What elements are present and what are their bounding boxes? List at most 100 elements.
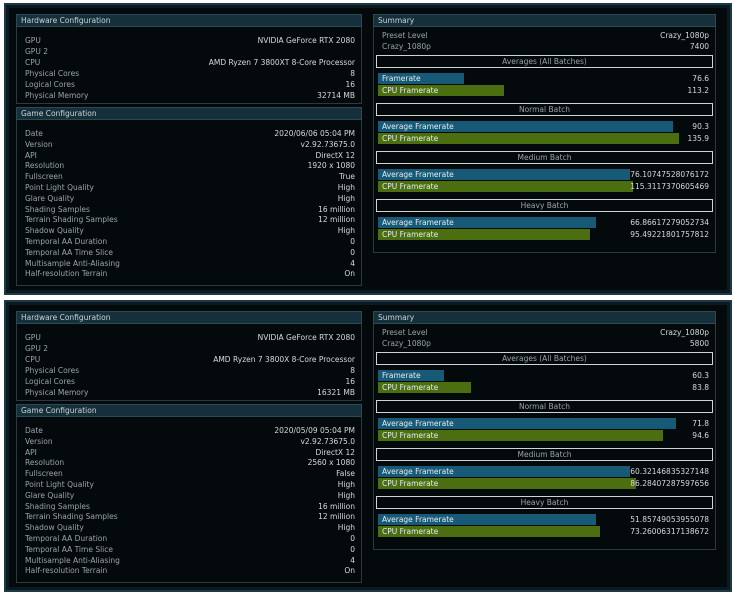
benchmark-screen-1: Hardware Configuration GPU NVIDIA GeForce … (4, 3, 732, 295)
row-value: High (337, 523, 355, 533)
bar-label: CPU Framerate (382, 134, 439, 143)
row-value: NVIDIA GeForce RTX 2080 (257, 333, 355, 342)
framerate-bar: Average Framerate 71.8 (378, 418, 709, 429)
row-label: Shadow Quality (25, 523, 84, 533)
bar-label: CPU Framerate (382, 431, 439, 440)
bar-value: 113.2 (687, 86, 709, 95)
game-row: Version v2.92.73675.0 (25, 139, 355, 150)
row-value: On (344, 269, 355, 279)
row-value: 32714 MB (317, 91, 355, 100)
bar-label: Average Framerate (382, 170, 454, 179)
row-label: Version (25, 139, 53, 149)
row-label: Point Light Quality (25, 480, 94, 489)
bar-value: 71.8 (692, 419, 709, 428)
row-value: 16 (345, 80, 355, 89)
bar-fill (378, 133, 680, 144)
bar-fill (378, 526, 600, 537)
bar-label: Average Framerate (382, 218, 454, 227)
bar-value: 60.32146835327148 (630, 467, 709, 476)
row-value: 2020/05/09 05:04 PM (274, 426, 355, 435)
game-row: Temporal AA Duration 0 (25, 533, 355, 544)
bar-label: CPU Framerate (382, 86, 439, 95)
cpu-framerate-bar: CPU Framerate 73.26006317138672 (378, 526, 709, 537)
game-row: Fullscreen True (25, 171, 355, 182)
bar-fill (378, 217, 597, 228)
row-value: v2.92.73675.0 (300, 436, 355, 446)
bar-label: CPU Framerate (382, 383, 439, 392)
game-row: Half-resolution Terrain On (25, 268, 355, 279)
bar-value: 60.3 (692, 371, 709, 380)
hardware-config-header: Hardware Configuration (16, 14, 362, 27)
game-row: Fullscreen False (25, 468, 355, 479)
framerate-bar: Average Framerate 76.10747528076172 (378, 169, 709, 180)
hardware-row: GPU NVIDIA GeForce RTX 2080 (25, 35, 355, 46)
section-header: Normal Batch (376, 400, 713, 413)
row-label: Terrain Shading Samples (25, 512, 118, 522)
bar-label: Average Framerate (382, 467, 454, 476)
row-value: High (337, 183, 355, 192)
summary-box: Preset Level Crazy_1080p Crazy_1080p 7400 Av… (373, 27, 716, 253)
row-label: Logical Cores (25, 80, 75, 89)
game-row: Temporal AA Duration 0 (25, 236, 355, 247)
row-label: Point Light Quality (25, 183, 94, 192)
game-config-box: Date 2020/06/06 05:04 PM Version v2.92.7367… (16, 120, 362, 286)
bar-value: 94.6 (692, 431, 709, 440)
row-value: 12 million (318, 512, 355, 522)
row-value: High (337, 193, 355, 203)
row-label: Glare Quality (25, 193, 75, 203)
score-label: Crazy_1080p (382, 42, 431, 51)
row-label: Fullscreen (25, 469, 63, 479)
summary-box: Preset Level Crazy_1080p Crazy_1080p 5800 Av… (373, 324, 716, 550)
preset-label: Preset Level (382, 31, 428, 40)
game-row: Date 2020/05/09 05:04 PM (25, 425, 355, 436)
hardware-row: Physical Cores 8 (25, 365, 355, 376)
section-header: Medium Batch (376, 151, 713, 164)
row-label: GPU (25, 333, 41, 342)
row-value: 8 (350, 366, 355, 375)
hardware-row: CPU AMD Ryzen 7 3800X 8-Core Processor (25, 354, 355, 365)
row-value: 0 (350, 247, 355, 257)
bar-label: Framerate (382, 74, 421, 83)
row-label: Temporal AA Duration (25, 237, 108, 246)
row-label: Terrain Shading Samples (25, 215, 118, 225)
bar-label: CPU Framerate (382, 230, 439, 239)
row-value: 2020/06/06 05:04 PM (274, 129, 355, 138)
row-value: DirectX 12 (315, 150, 355, 160)
game-row: Shading Samples 16 million (25, 204, 355, 215)
row-value: 4 (350, 258, 355, 268)
row-value: High (337, 480, 355, 489)
row-label: Date (25, 426, 43, 435)
section-header: Heavy Batch (376, 199, 713, 212)
cpu-framerate-bar: CPU Framerate 135.9 (378, 133, 709, 144)
bar-value: 51.85749053955078 (630, 515, 709, 524)
row-label: Multisample Anti-Aliasing (25, 555, 120, 565)
bar-label: CPU Framerate (382, 527, 439, 536)
bar-label: Average Framerate (382, 515, 454, 524)
game-row: Glare Quality High (25, 490, 355, 501)
framerate-bar: Average Framerate 90.3 (378, 121, 709, 132)
score-value: 7400 (689, 42, 709, 51)
game-config-header: Game Configuration (16, 107, 362, 120)
preset-value: Crazy_1080p (660, 31, 709, 40)
row-value: 0 (350, 534, 355, 543)
bar-value: 83.8 (692, 383, 709, 392)
row-label: CPU (25, 58, 41, 67)
bar-fill (378, 418, 676, 429)
preset-row: Preset Level Crazy_1080p (382, 30, 709, 41)
preset-label: Preset Level (382, 328, 428, 337)
bar-value: 115.3117370605469 (630, 182, 709, 191)
framerate-bar: Average Framerate 66.86617279052734 (378, 217, 709, 228)
row-value: AMD Ryzen 7 3800XT 8-Core Processor (208, 58, 355, 67)
cpu-framerate-bar: CPU Framerate 113.2 (378, 85, 709, 96)
bar-label: Average Framerate (382, 122, 454, 131)
hardware-row: Logical Cores 16 (25, 79, 355, 90)
score-row: Crazy_1080p 5800 (382, 338, 709, 349)
row-label: Physical Memory (25, 388, 89, 397)
game-row: Resolution 2560 x 1080 (25, 457, 355, 468)
bar-fill (378, 229, 590, 240)
row-value: AMD Ryzen 7 3800X 8-Core Processor (213, 355, 355, 364)
row-value: DirectX 12 (315, 447, 355, 457)
hardware-row: Logical Cores 16 (25, 376, 355, 387)
row-label: Resolution (25, 458, 65, 468)
framerate-bar: Framerate 60.3 (378, 370, 709, 381)
